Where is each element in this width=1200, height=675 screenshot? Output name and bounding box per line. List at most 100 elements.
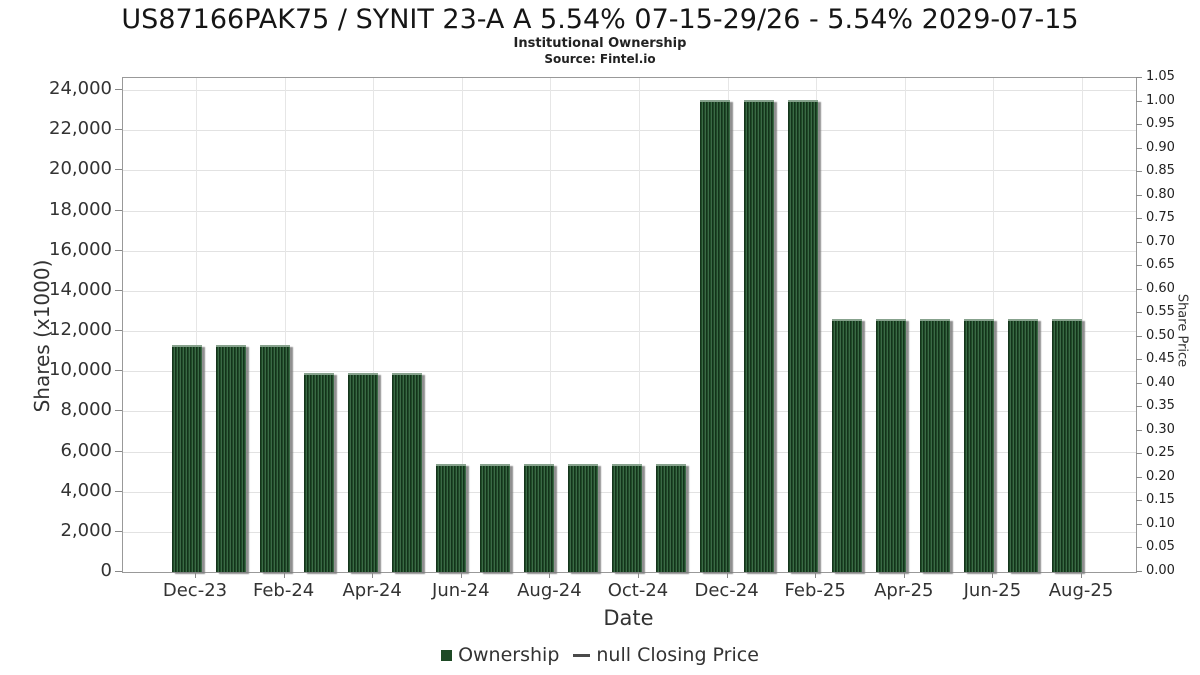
y-axis-tick-label: 0: [100, 560, 112, 581]
x-axis-tick-mark: [992, 572, 994, 578]
bar-Dec-23[interactable]: [172, 344, 202, 572]
gridline-horizontal: [123, 210, 1136, 212]
bar-May-24[interactable]: [392, 372, 422, 572]
gridline-vertical: [550, 78, 552, 572]
chart-title: US87166PAK75 / SYNIT 23-A A 5.54% 07-15-…: [121, 4, 1079, 35]
y2-axis-tick-label: 0.15: [1146, 492, 1175, 508]
y2-axis-tick-label: 0.10: [1146, 515, 1175, 531]
bar-Jun-25[interactable]: [964, 318, 994, 572]
bar-Apr-24[interactable]: [348, 372, 378, 572]
x-axis-tick-label: Apr-24: [342, 580, 402, 601]
gridline-vertical: [1082, 78, 1083, 572]
x-axis-tick-label: Jun-24: [432, 580, 490, 601]
y2-axis-tick-mark: [1136, 100, 1142, 102]
y-axis-tick-label: 8,000: [60, 399, 112, 421]
y-axis-tick-mark: [115, 410, 122, 412]
gridline-horizontal: [123, 170, 1136, 172]
y2-axis-tick-mark: [1136, 382, 1142, 384]
y2-axis-tick-mark: [1136, 312, 1142, 314]
bar-Mar-24[interactable]: [304, 372, 334, 572]
y-axis-tick-mark: [115, 169, 122, 171]
y-axis-tick-mark: [115, 249, 122, 251]
bar-Jun-24[interactable]: [436, 463, 466, 572]
bar-Apr-25[interactable]: [876, 318, 906, 572]
y-axis-tick-mark: [115, 571, 122, 572]
ownership-series-swatch-icon: [441, 649, 453, 661]
gridline-horizontal: [123, 90, 1136, 91]
bar-Nov-24[interactable]: [656, 463, 686, 572]
y2-axis-tick-label: 0.05: [1146, 539, 1175, 555]
bar-Oct-24[interactable]: [612, 463, 642, 572]
y2-axis-tick-label: 0.55: [1146, 304, 1175, 320]
y-axis-tick-mark: [115, 370, 122, 372]
gridline-horizontal: [123, 451, 1136, 453]
y2-axis-tick-label: 0.20: [1146, 468, 1175, 484]
gridline-horizontal: [123, 371, 1136, 373]
y2-axis-tick-mark: [1136, 406, 1142, 408]
y-axis-tick-label: 6,000: [60, 439, 112, 461]
bar-Sep-24[interactable]: [568, 463, 598, 572]
y2-axis-tick-mark: [1136, 429, 1142, 431]
y2-axis-tick-label: 0.65: [1146, 257, 1175, 273]
y2-axis-tick-label: 0.70: [1146, 233, 1175, 249]
x-axis-tick-label: Jun-25: [963, 580, 1022, 601]
bar-Feb-24[interactable]: [260, 344, 290, 572]
y-axis-tick-label: 20,000: [49, 158, 112, 180]
bar-Aug-25[interactable]: [1052, 318, 1082, 572]
x-axis-tick-label: Oct-24: [607, 580, 669, 601]
chart-subtitle: Institutional Ownership: [513, 36, 687, 51]
gridline-horizontal: [123, 290, 1136, 292]
legend-label-ownership: Ownership: [458, 644, 560, 666]
y2-axis-tick-mark: [1136, 359, 1142, 361]
bar-May-25[interactable]: [920, 318, 950, 572]
legend-item-closing-price[interactable]: null Closing Price: [573, 644, 759, 666]
y2-axis-tick-mark: [1136, 171, 1142, 173]
bar-Dec-24[interactable]: [700, 100, 730, 572]
y2-axis-tick-label: 0.85: [1146, 163, 1175, 179]
y2-axis-tick-mark: [1136, 265, 1142, 267]
y2-axis-tick-mark: [1136, 547, 1142, 549]
y-axis-tick-label: 2,000: [60, 519, 112, 541]
bar-Feb-25[interactable]: [788, 100, 818, 572]
y2-axis-tick-label: 0.30: [1146, 421, 1175, 437]
x-axis-tick-label: Dec-24: [694, 580, 759, 601]
legend-item-ownership[interactable]: Ownership: [441, 644, 559, 666]
legend-label-closing-price: null Closing Price: [596, 644, 759, 666]
y2-axis-tick-label: 0.60: [1146, 280, 1175, 296]
y-axis-tick-label: 16,000: [49, 238, 112, 260]
y2-axis-tick-label: 0.80: [1146, 186, 1175, 202]
bar-Mar-25[interactable]: [832, 318, 862, 572]
y-axis-tick-label: 10,000: [49, 359, 112, 381]
y-axis-tick-mark: [115, 450, 122, 452]
bar-Jul-24[interactable]: [480, 463, 510, 572]
bar-Aug-24[interactable]: [524, 463, 554, 572]
gridline-vertical: [284, 78, 286, 572]
y2-axis-tick-label: 0.90: [1146, 139, 1175, 155]
y2-axis-tick-mark: [1136, 500, 1142, 502]
y-axis-tick-mark: [115, 129, 122, 131]
gridline-vertical: [373, 78, 375, 572]
y2-axis-tick-label: 1.05: [1146, 69, 1175, 84]
y2-axis-tick-label: 0.40: [1146, 374, 1175, 390]
y2-axis-tick-mark: [1136, 523, 1142, 525]
bar-Jan-25[interactable]: [744, 100, 774, 572]
y-axis-tick-mark: [115, 330, 122, 331]
bar-Jul-25[interactable]: [1008, 318, 1038, 572]
y-axis-tick-mark: [115, 209, 122, 211]
x-axis-tick-label: Feb-24: [252, 580, 315, 601]
x-axis-title: Date: [603, 606, 654, 630]
x-axis-tick-mark: [903, 572, 905, 578]
bar-Jan-24[interactable]: [216, 344, 246, 572]
gridline-vertical: [196, 78, 197, 572]
y2-axis-tick-mark: [1136, 335, 1142, 337]
x-axis-tick-mark: [460, 572, 462, 578]
gridline-horizontal: [123, 331, 1136, 332]
gridline-vertical: [461, 78, 463, 572]
plot-area: [122, 77, 1137, 573]
gridline-horizontal: [123, 130, 1136, 132]
y2-axis-tick-mark: [1136, 77, 1142, 78]
x-axis-tick-label: Aug-24: [517, 580, 582, 601]
y-axis-tick-label: 22,000: [49, 118, 112, 140]
x-axis-tick-mark: [283, 572, 285, 578]
